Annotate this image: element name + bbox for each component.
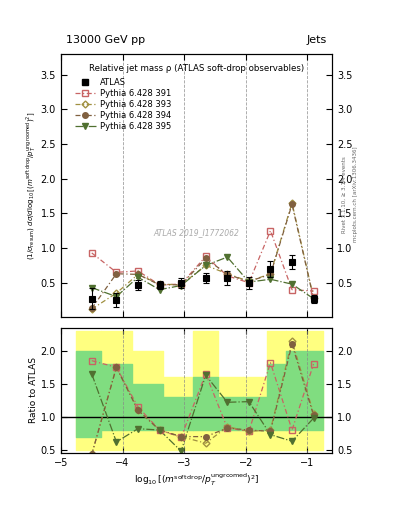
Text: Rivet 3.1.10, ≥ 3.1M events: Rivet 3.1.10, ≥ 3.1M events <box>342 156 346 233</box>
Text: mcplots.cern.ch [arXiv:1306.3436]: mcplots.cern.ch [arXiv:1306.3436] <box>353 147 358 242</box>
X-axis label: $\log_{10}[(m^\mathrm{soft\,drop}/p_T^\mathrm{ungroomed})^2]$: $\log_{10}[(m^\mathrm{soft\,drop}/p_T^\m… <box>134 472 259 488</box>
Legend: ATLAS, Pythia 6.428 391, Pythia 6.428 393, Pythia 6.428 394, Pythia 6.428 395: ATLAS, Pythia 6.428 391, Pythia 6.428 39… <box>73 76 173 133</box>
Text: 13000 GeV pp: 13000 GeV pp <box>66 34 145 45</box>
Text: Jets: Jets <box>307 34 327 45</box>
Text: ATLAS 2019_I1772062: ATLAS 2019_I1772062 <box>154 228 239 238</box>
Text: Relative jet mass ρ (ATLAS soft-drop observables): Relative jet mass ρ (ATLAS soft-drop obs… <box>89 65 304 73</box>
Y-axis label: $(1/\sigma_\mathrm{resum})$ $d\sigma/d\log_{10}[(m^\mathrm{soft\,drop}/p_T^\math: $(1/\sigma_\mathrm{resum})$ $d\sigma/d\l… <box>24 112 38 260</box>
Y-axis label: Ratio to ATLAS: Ratio to ATLAS <box>29 357 38 423</box>
